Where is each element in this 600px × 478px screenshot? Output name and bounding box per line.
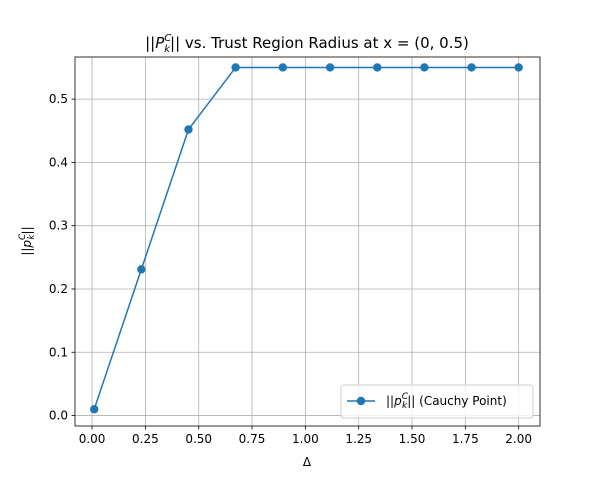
- data-point: [278, 63, 287, 72]
- data-point: [373, 63, 382, 72]
- x-tick-label: 2.00: [505, 432, 532, 446]
- y-axis-ticks: 0.0 0.1 0.2 0.3 0.4 0.5: [49, 92, 75, 423]
- data-point: [231, 63, 240, 72]
- legend-marker-sample: [356, 396, 366, 406]
- x-tick-label: 0.50: [185, 432, 212, 446]
- plot-area-frame: [74, 56, 541, 427]
- series-layer: [89, 63, 523, 414]
- data-point: [137, 265, 146, 274]
- series-line: [93, 66, 519, 410]
- x-axis-ticks: 0.00 0.25 0.50 0.75 1.00 1.25 1.50 1.75 2.00: [79, 426, 532, 446]
- y-axis-label: ||pCk||: [18, 226, 37, 255]
- x-tick-label: 0.25: [132, 432, 159, 446]
- legend-label: ||pC k|| (Cauchy Point): [386, 392, 507, 411]
- x-tick-label: 0.00: [79, 432, 106, 446]
- x-tick-label: 1.00: [292, 432, 319, 446]
- data-point: [325, 63, 335, 72]
- data-point: [89, 405, 99, 414]
- x-tick-label: 0.75: [239, 432, 266, 446]
- legend: ||pC k|| (Cauchy Point): [340, 384, 534, 419]
- y-tick-label: 0.3: [49, 219, 68, 233]
- y-tick-label: 0.4: [49, 155, 68, 169]
- x-tick-label: 1.75: [452, 432, 479, 446]
- data-point: [467, 63, 476, 72]
- chart-title: ||PC k|| vs. Trust Region Radius at x = (…: [145, 33, 469, 55]
- y-tick-label: 0.5: [49, 92, 68, 106]
- y-tick-label: 0.2: [49, 282, 68, 296]
- x-axis-label: Δ: [303, 455, 312, 469]
- y-tick-label: 0.0: [49, 409, 68, 423]
- legend-box: [340, 384, 534, 419]
- y-tick-label: 0.1: [49, 345, 68, 359]
- data-point: [514, 63, 523, 72]
- x-tick-label: 1.50: [399, 432, 426, 446]
- x-tick-label: 1.25: [345, 432, 372, 446]
- data-point: [420, 63, 429, 72]
- data-point: [184, 125, 193, 134]
